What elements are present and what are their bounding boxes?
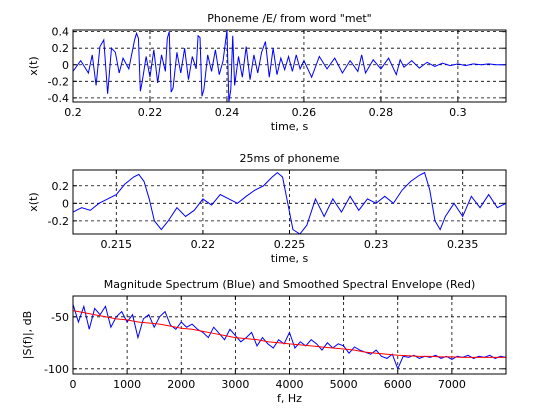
spectrum-plot-xtick-label: 7000 [438,378,466,391]
time-plot-xtick-label: 0.28 [369,106,394,119]
time-plot-title: Phoneme /E/ from word "met" [207,12,371,25]
spectrum-plot-border [72,295,507,375]
zoom-plot-xtick-label: 0.22 [191,238,216,251]
zoom-plot-xtick-label: 0.235 [447,238,479,251]
time-plot-ytick-label: -0.4 [48,92,69,105]
time-plot-xlabel: time, s [271,120,309,133]
spectrum-plot-xtick-label: 3000 [221,378,249,391]
time-plot-frame [72,29,507,103]
spectrum-plot: 0 1000 2000 3000 4000 5000 6000 7000 -100 -50 Magn… [21,278,507,405]
time-plot-series-line-blue [73,30,506,102]
zoom-plot-title: 25ms of phoneme [240,152,340,165]
zoom-plot-border [72,169,507,235]
zoom-plot: 0.215 0.22 0.225 0.23 0.235 -0.2 0 0.2 25ms of p… [27,152,507,265]
zoom-plot-xtick-label: 0.215 [101,238,133,251]
time-plot-xtick-label: 0.26 [292,106,317,119]
zoom-plot-xtick-label: 0.23 [364,238,389,251]
spectrum-plot-ytick-label: -50 [51,311,69,324]
time-plot-xtick-label: 0.3 [449,106,467,119]
zoom-plot-ytick-label: 0.2 [52,180,70,193]
spectrum-plot-ytick-label: -100 [44,363,69,376]
time-plot-xtick-label: 0.2 [64,106,82,119]
spectrum-plot-xtick-label: 5000 [330,378,358,391]
zoom-plot-xtick-label: 0.225 [274,238,306,251]
zoom-plot-ytick-label: 0 [62,197,69,210]
time-plot-ytick-label: -0.2 [48,75,69,88]
time-plot-ytick-label: 0.2 [52,42,70,55]
spectrum-plot-xtick-label: 0 [70,378,77,391]
spectrum-plot-ylabel: |S(f)|, dB [21,311,34,359]
time-plot-ytick-label: 0 [62,59,69,72]
zoom-plot-ylabel: x(t) [27,192,40,211]
spectrum-plot-xlabel: f, Hz [277,392,302,405]
spectrum-plot-xtick-label: 2000 [167,378,195,391]
time-plot-ytick-label: 0.4 [52,26,70,39]
spectrum-plot-series-line-red [73,310,506,358]
spectrum-plot-xtick-label: 4000 [276,378,304,391]
time-plot-ylabel: x(t) [27,56,40,75]
time-plot: 0.2 0.22 0.24 0.26 0.28 0.3 -0.4 -0.2 0 0.2 0.4 Pho… [27,12,507,133]
spectrum-plot-xtick-label: 6000 [384,378,412,391]
time-plot-xtick-label: 0.24 [215,106,240,119]
spectrum-plot-title: Magnitude Spectrum (Blue) and Smoothed S… [104,278,476,291]
zoom-plot-ytick-label: -0.2 [48,215,69,228]
zoom-plot-xlabel: time, s [271,252,309,265]
spectrum-plot-xtick-label: 1000 [113,378,141,391]
zoom-plot-series-line-blue [73,171,506,234]
time-plot-border [72,29,507,103]
time-plot-xtick-label: 0.22 [138,106,163,119]
spectrum-plot-series-line-blue [73,304,506,371]
